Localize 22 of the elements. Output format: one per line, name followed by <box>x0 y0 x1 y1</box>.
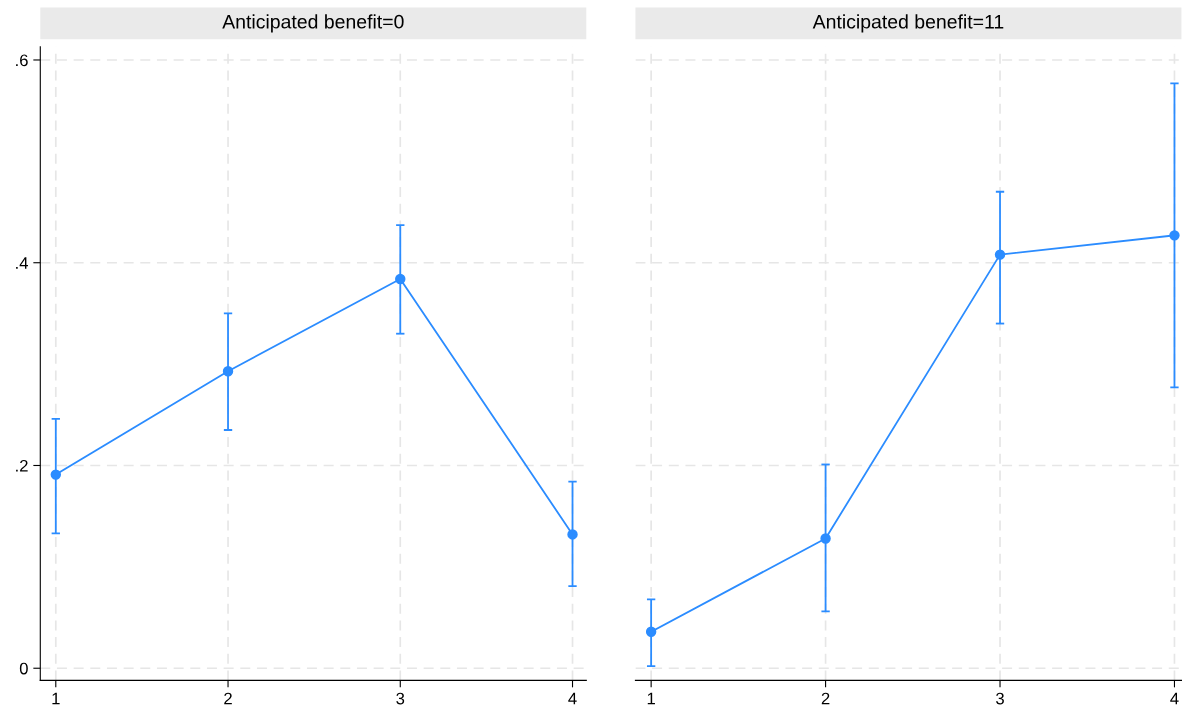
x-tick-label: 3 <box>996 692 1004 705</box>
chart-title: Anticipated benefit=11 <box>812 14 1004 33</box>
point <box>50 469 62 480</box>
y-tick-label: .6 <box>16 54 28 67</box>
x-tick-label: 3 <box>396 692 405 705</box>
point <box>395 273 406 285</box>
y-tick-label: .4 <box>16 257 28 269</box>
x-tick-label: 2 <box>821 692 830 705</box>
x-tick-label: 1 <box>647 692 655 705</box>
x-tick-label: 4 <box>568 692 577 705</box>
x-tick-label: 2 <box>224 692 232 705</box>
x-tick-label: 1 <box>52 692 60 705</box>
point <box>994 249 1006 260</box>
point <box>820 533 831 544</box>
point <box>645 626 657 637</box>
point <box>1169 230 1180 241</box>
x-tick-label: 4 <box>1170 692 1179 705</box>
y-tick-label: .2 <box>16 459 28 472</box>
point <box>222 365 234 377</box>
point <box>567 529 578 540</box>
y-tick-label: 0 <box>19 662 28 675</box>
chart-title: Anticipated benefit=0 <box>222 14 404 33</box>
